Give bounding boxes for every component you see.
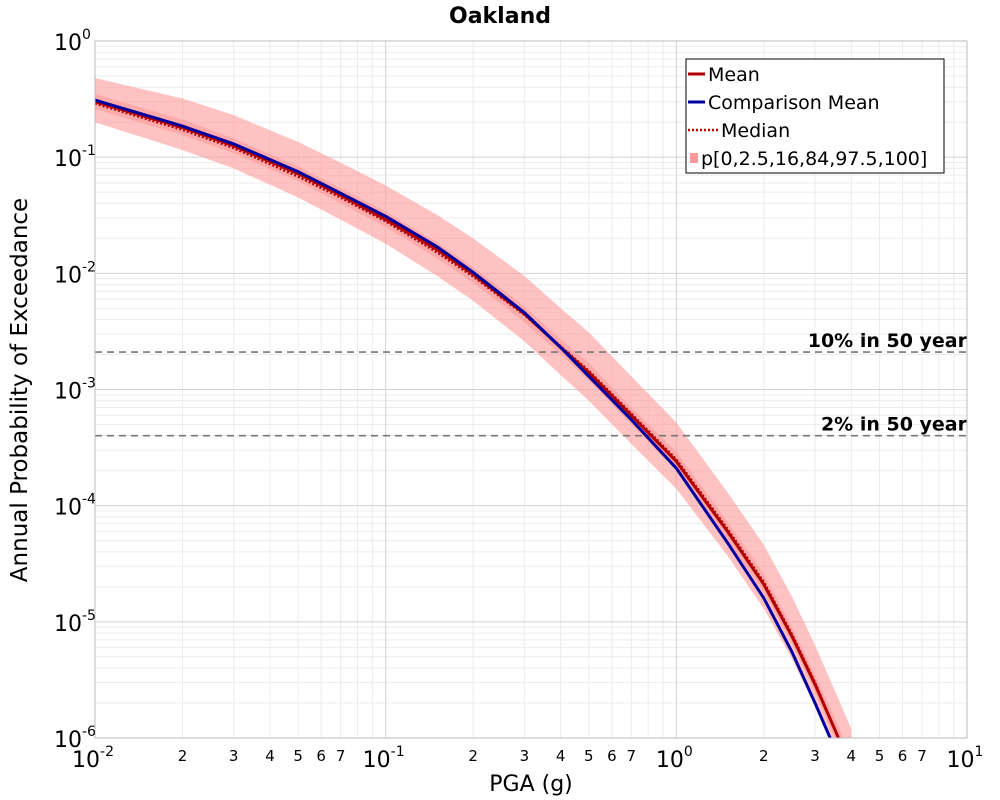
legend-label: Comparison Mean — [708, 92, 880, 114]
x-minor-tick-label: 6 — [607, 747, 617, 765]
x-minor-tick-label: 5 — [293, 747, 303, 765]
series-lines — [95, 98, 841, 738]
percentile-bands — [95, 78, 852, 738]
x-minor-tick-label: 2 — [178, 747, 188, 765]
y-tick-label: 10-3 — [54, 376, 96, 405]
legend-label: Mean — [708, 64, 760, 86]
x-minor-tick-label: 4 — [265, 747, 275, 765]
x-minor-tick-label: 2 — [759, 747, 769, 765]
x-axis-label: PGA (g) — [489, 772, 573, 797]
band-p2.5-p97.5 — [95, 78, 852, 738]
x-minor-tick-label: 6 — [316, 747, 326, 765]
series-line-median — [95, 102, 840, 738]
reference-lines: 10% in 50 year 2% in 50 year — [95, 330, 968, 437]
x-minor-tick-label: 3 — [229, 747, 239, 765]
x-minor-tick-label: 4 — [556, 747, 566, 765]
x-minor-tick-label: 7 — [336, 747, 346, 765]
legend-box — [685, 58, 945, 174]
x-minor-tick-label: 4 — [847, 747, 857, 765]
y-tick-label: 10-4 — [54, 492, 96, 521]
y-tick-label: 10-2 — [54, 259, 96, 288]
legend-swatch — [690, 153, 698, 163]
x-minor-tick-label: 7 — [627, 747, 637, 765]
y-axis-label: Annual Probability of Exceedance — [7, 198, 33, 582]
reference-line-label: 2% in 50 year — [821, 414, 968, 436]
series-line-comparison-mean — [95, 98, 832, 738]
legend: Mean Comparison Mean Median p[0,2.5,16,84,9… — [685, 58, 945, 174]
legend-label: Median — [721, 120, 790, 142]
reference-line-label: 10% in 50 year — [808, 330, 968, 352]
x-minor-tick-label: 2 — [468, 747, 478, 765]
x-tick-label: 101 — [947, 744, 984, 773]
x-minor-tick-label: 3 — [810, 747, 820, 765]
x-tick-label: 100 — [656, 744, 693, 773]
plot-frame — [94, 40, 968, 739]
x-minor-tick-label: 5 — [584, 747, 594, 765]
chart-title: Oakland — [449, 4, 551, 29]
x-minor-tick-label: 5 — [875, 747, 885, 765]
x-minor-tick-label: 7 — [917, 747, 927, 765]
y-tick-label: 10-1 — [54, 143, 96, 172]
x-minor-tick-label: 3 — [520, 747, 530, 765]
y-tick-label: 10-5 — [54, 608, 96, 637]
x-tick-label: 10-1 — [363, 744, 405, 773]
x-minor-tick-label: 6 — [898, 747, 908, 765]
y-tick-label: 100 — [54, 27, 91, 56]
legend-label: p[0,2.5,16,84,97.5,100] — [701, 148, 927, 170]
